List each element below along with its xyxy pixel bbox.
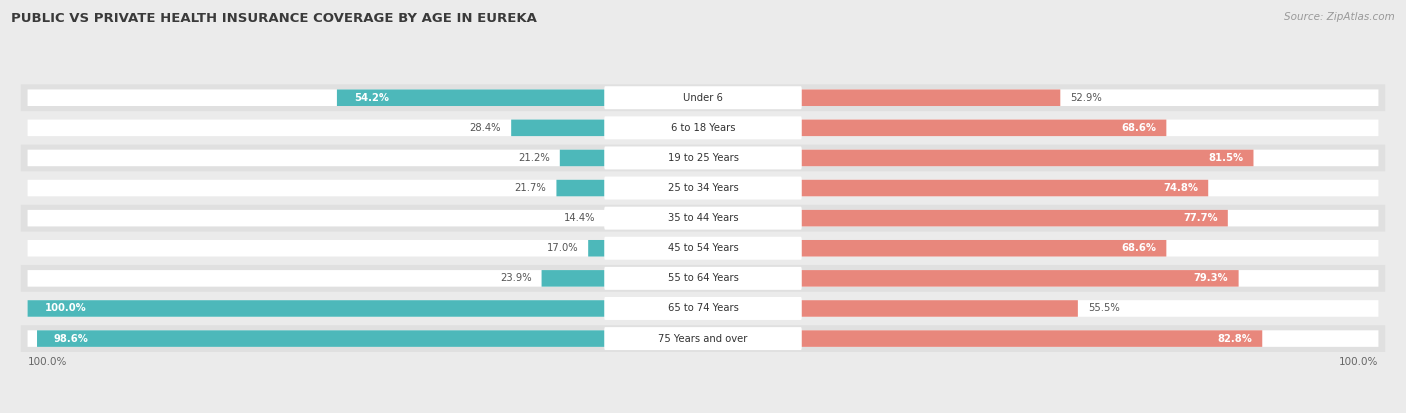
FancyBboxPatch shape [703, 330, 1263, 347]
Text: 74.8%: 74.8% [1163, 183, 1198, 193]
Text: 55 to 64 Years: 55 to 64 Years [668, 273, 738, 283]
FancyBboxPatch shape [28, 300, 703, 317]
FancyBboxPatch shape [703, 150, 1254, 166]
Text: 82.8%: 82.8% [1218, 334, 1253, 344]
FancyBboxPatch shape [605, 267, 801, 290]
Text: Source: ZipAtlas.com: Source: ZipAtlas.com [1284, 12, 1395, 22]
FancyBboxPatch shape [21, 235, 1385, 262]
Text: 14.4%: 14.4% [564, 213, 596, 223]
FancyBboxPatch shape [605, 147, 801, 169]
Text: 23.9%: 23.9% [499, 273, 531, 283]
FancyBboxPatch shape [28, 330, 703, 347]
FancyBboxPatch shape [37, 330, 703, 347]
Text: 19 to 25 Years: 19 to 25 Years [668, 153, 738, 163]
Text: 79.3%: 79.3% [1194, 273, 1229, 283]
FancyBboxPatch shape [28, 119, 703, 136]
FancyBboxPatch shape [703, 240, 1378, 256]
FancyBboxPatch shape [28, 300, 703, 317]
Text: 17.0%: 17.0% [547, 243, 578, 253]
FancyBboxPatch shape [703, 150, 1378, 166]
Text: 25 to 34 Years: 25 to 34 Years [668, 183, 738, 193]
FancyBboxPatch shape [21, 325, 1385, 352]
FancyBboxPatch shape [337, 90, 703, 106]
FancyBboxPatch shape [28, 270, 703, 287]
Text: 21.7%: 21.7% [515, 183, 547, 193]
FancyBboxPatch shape [703, 270, 1239, 287]
FancyBboxPatch shape [703, 300, 1078, 317]
FancyBboxPatch shape [703, 270, 1378, 287]
FancyBboxPatch shape [21, 205, 1385, 232]
FancyBboxPatch shape [703, 210, 1378, 226]
FancyBboxPatch shape [21, 265, 1385, 292]
Text: 68.6%: 68.6% [1121, 243, 1156, 253]
FancyBboxPatch shape [605, 116, 801, 139]
FancyBboxPatch shape [703, 180, 1378, 196]
FancyBboxPatch shape [605, 206, 801, 230]
FancyBboxPatch shape [703, 240, 1167, 256]
FancyBboxPatch shape [21, 84, 1385, 111]
Text: 77.7%: 77.7% [1182, 213, 1218, 223]
FancyBboxPatch shape [605, 327, 801, 350]
Text: 28.4%: 28.4% [470, 123, 501, 133]
Text: Under 6: Under 6 [683, 93, 723, 103]
FancyBboxPatch shape [588, 240, 703, 256]
FancyBboxPatch shape [605, 86, 801, 109]
FancyBboxPatch shape [703, 330, 1378, 347]
FancyBboxPatch shape [28, 180, 703, 196]
FancyBboxPatch shape [21, 175, 1385, 202]
Text: 98.6%: 98.6% [53, 334, 89, 344]
Text: 52.9%: 52.9% [1070, 93, 1102, 103]
Text: 100.0%: 100.0% [1339, 357, 1378, 367]
FancyBboxPatch shape [512, 119, 703, 136]
FancyBboxPatch shape [557, 180, 703, 196]
FancyBboxPatch shape [541, 270, 703, 287]
FancyBboxPatch shape [605, 297, 801, 320]
FancyBboxPatch shape [703, 119, 1378, 136]
Text: 21.2%: 21.2% [517, 153, 550, 163]
FancyBboxPatch shape [605, 237, 801, 260]
FancyBboxPatch shape [703, 300, 1378, 317]
Text: 35 to 44 Years: 35 to 44 Years [668, 213, 738, 223]
FancyBboxPatch shape [703, 90, 1378, 106]
FancyBboxPatch shape [28, 210, 703, 226]
FancyBboxPatch shape [21, 295, 1385, 322]
FancyBboxPatch shape [560, 150, 703, 166]
FancyBboxPatch shape [605, 177, 801, 199]
Text: 54.2%: 54.2% [354, 93, 389, 103]
Text: 100.0%: 100.0% [28, 357, 67, 367]
FancyBboxPatch shape [28, 150, 703, 166]
Text: PUBLIC VS PRIVATE HEALTH INSURANCE COVERAGE BY AGE IN EUREKA: PUBLIC VS PRIVATE HEALTH INSURANCE COVER… [11, 12, 537, 25]
FancyBboxPatch shape [606, 210, 703, 226]
FancyBboxPatch shape [703, 119, 1167, 136]
FancyBboxPatch shape [21, 145, 1385, 171]
Text: 81.5%: 81.5% [1208, 153, 1243, 163]
FancyBboxPatch shape [21, 114, 1385, 141]
Text: 100.0%: 100.0% [45, 304, 86, 313]
Text: 55.5%: 55.5% [1088, 304, 1119, 313]
FancyBboxPatch shape [703, 210, 1227, 226]
FancyBboxPatch shape [28, 240, 703, 256]
Text: 75 Years and over: 75 Years and over [658, 334, 748, 344]
Text: 6 to 18 Years: 6 to 18 Years [671, 123, 735, 133]
FancyBboxPatch shape [28, 90, 703, 106]
FancyBboxPatch shape [703, 180, 1208, 196]
Text: 45 to 54 Years: 45 to 54 Years [668, 243, 738, 253]
FancyBboxPatch shape [703, 90, 1060, 106]
Text: 68.6%: 68.6% [1121, 123, 1156, 133]
Text: 65 to 74 Years: 65 to 74 Years [668, 304, 738, 313]
